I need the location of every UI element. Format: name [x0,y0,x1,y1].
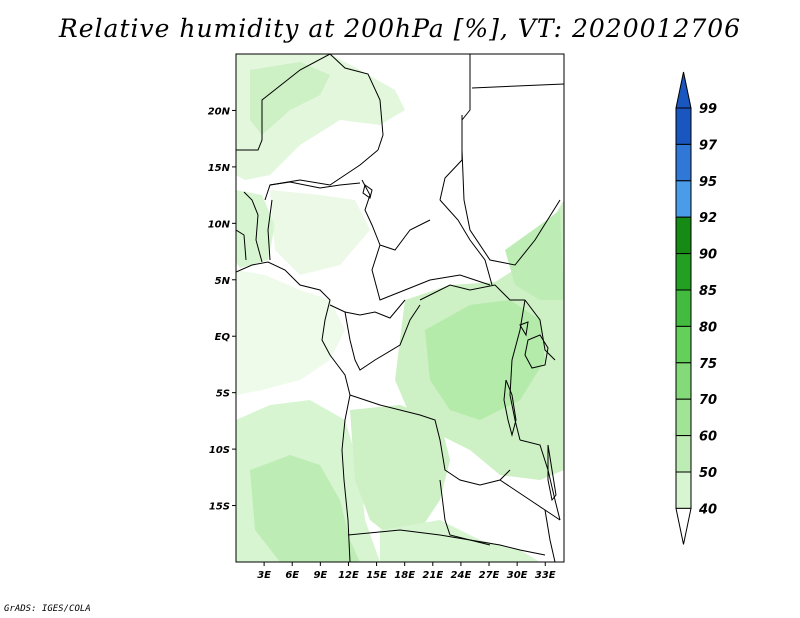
humidity-patch-gulf-coast [236,190,275,268]
latitude-labels: 20N 15N 10N 5N EQ 5S 10S 15S [208,106,236,513]
humidity-patch-angola [350,405,450,540]
coastline-west [236,261,351,562]
colorbar-label: 97 [699,138,718,153]
lake-chad [362,184,373,199]
border-ghana-togo [243,191,263,263]
lat-label: 20N [208,106,231,117]
border-chad-car [371,244,491,301]
border-uganda-kenya [524,299,556,361]
border-congo [344,304,421,371]
border-drc-car [419,284,525,301]
border-nigeria-west [267,199,273,261]
lon-label: 21E [422,570,443,581]
lake-victoria [524,334,549,369]
lon-label: 6E [285,570,299,581]
colorbar-label: 60 [699,430,717,445]
colorbar-label: 75 [699,357,717,372]
credit-text: GrADS: IGES/COLA [4,604,91,614]
colorbar-label: 50 [699,466,717,481]
lon-label: 15E [366,570,387,581]
lake-albert [519,321,529,337]
colorbar-top-triangle [675,71,692,109]
lat-label: 15S [209,502,230,513]
border-ivory [236,229,247,261]
colorbar-segment [675,398,692,437]
map-frame [235,53,565,563]
humidity-patch-south [380,520,540,562]
humidity-patch-west-sahara-inner [250,62,330,135]
border-sudan-south [461,120,561,266]
border-zambia-east [499,479,561,521]
border-mauritania [236,54,331,151]
colorbar-segment [675,471,692,509]
lat-label: 10S [209,445,230,456]
lat-label: 10N [208,219,231,230]
lon-label: 12E [338,570,359,581]
colorbar-segment [675,180,692,218]
colorbar-segment [675,325,692,364]
longitude-labels: 3E 6E 9E 12E 15E 18E 21E 24E 27E 30E 33E [257,562,556,581]
border-mozambique [544,509,556,562]
border-niger-south [264,149,379,201]
lat-label: 5S [216,389,230,400]
border-cameroon-gabon [329,299,406,319]
lat-label: 15N [208,163,231,174]
humidity-patch-coastal-band [236,270,345,395]
lon-label: 33E [535,570,556,581]
humidity-shading [236,54,564,562]
colorbar-label: 80 [699,320,717,335]
humidity-patch-nigeria [270,190,370,275]
colorbar-label: 95 [699,175,717,190]
lon-label: 3E [257,570,271,581]
lon-label: 30E [507,570,528,581]
colorbar-segment [675,107,692,145]
border-chad-libya [439,115,463,201]
map-title: Relative humidity at 200hPa [%], VT: 202… [58,14,742,43]
lat-label: EQ [215,332,231,343]
border-algeria-mali [329,54,384,151]
colorbar: 40 50 60 70 75 80 85 90 92 95 97 99 [675,71,718,545]
colorbar-segment [675,435,692,473]
colorbar-segment [675,289,692,327]
country-borders [236,54,564,562]
colorbar-bottom-triangle [675,507,692,545]
colorbar-label: 99 [699,102,717,117]
colorbar-segment [675,143,692,182]
border-namibia [347,529,546,556]
colorbar-label: 92 [699,211,717,226]
lake-malawi [547,444,557,502]
humidity-patch-central-africa-core [425,300,545,420]
border-niger-libya [370,54,471,121]
border-nigeria-niger [269,181,361,189]
lat-label: 5N [215,276,231,287]
border-chad-sudan [439,199,493,286]
colorbar-segment [675,362,692,400]
humidity-patch-east [505,210,564,300]
lon-label: 27E [479,570,500,581]
lon-label: 9E [313,570,327,581]
border-drc-angola [349,394,511,486]
border-angola-zambia [439,479,491,546]
colorbar-segment [675,253,692,291]
border-egypt-sudan [471,83,564,89]
lon-label: 18E [394,570,415,581]
colorbar-segment [675,216,692,255]
lake-tanganyika [503,379,517,437]
humidity-patch-southwest-core [250,455,360,562]
colorbar-label: 90 [699,248,717,263]
lon-label: 24E [451,570,472,581]
colorbar-label: 85 [699,284,717,299]
colorbar-label: 40 [698,502,717,517]
colorbar-label: 70 [699,393,717,408]
